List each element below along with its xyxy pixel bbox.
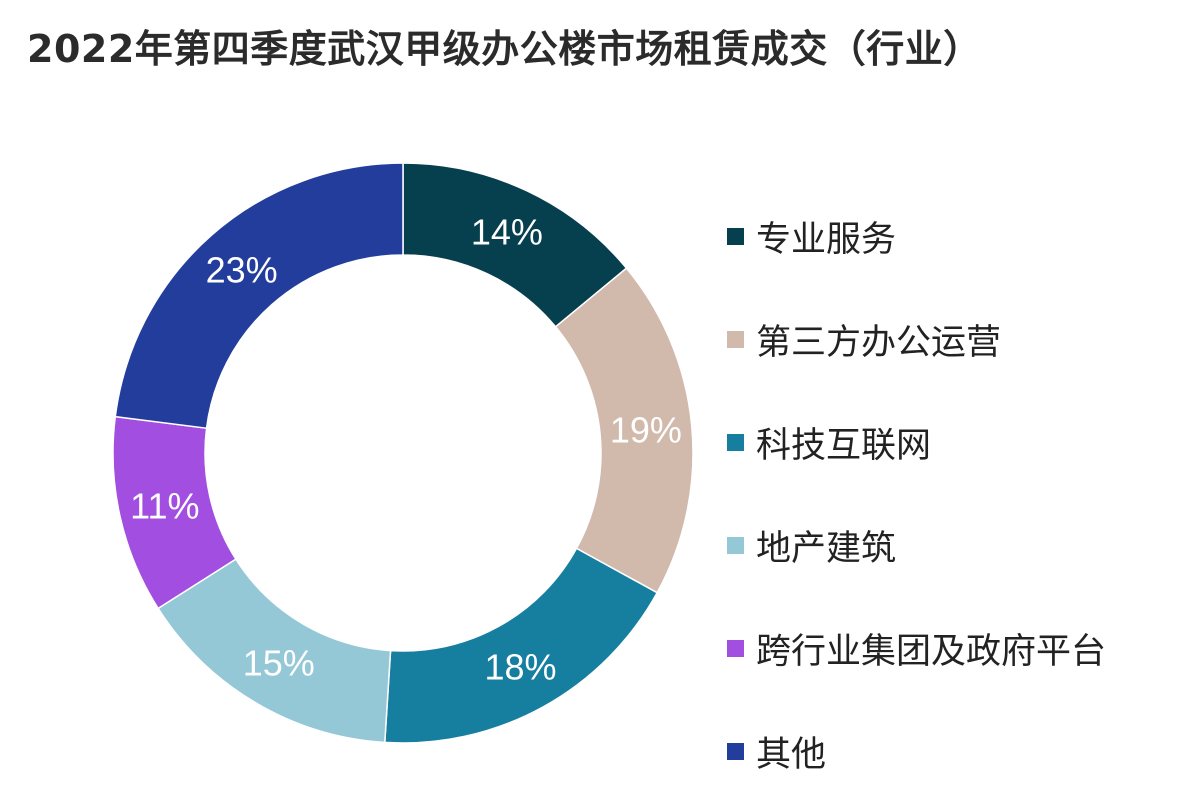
donut-slice-6 (114, 162, 404, 430)
slice-value-label: 11% (130, 486, 199, 527)
legend-label: 专业服务 (756, 220, 897, 260)
legend-item: 科技互联网 (727, 391, 1106, 494)
legend-label: 地产建筑 (756, 529, 897, 569)
legend-swatch (727, 743, 744, 760)
legend-item: 地产建筑 (727, 494, 1106, 597)
slice-value-label: 18% (485, 646, 557, 687)
legend: 专业服务第三方办公运营 科技互联网地产建筑跨行业集团及政府平台 其他 (727, 185, 1106, 803)
legend-swatch (727, 537, 744, 554)
legend-label: 科技互联网 (756, 426, 932, 466)
legend-label: 第三方办公运营 (756, 323, 1002, 363)
legend-label: 跨行业集团及政府平台 (756, 632, 1107, 672)
slice-value-label: 23% (206, 249, 278, 290)
legend-item: 专业服务 (727, 185, 1106, 288)
legend-swatch (727, 640, 744, 657)
legend-item: 跨行业集团及政府平台 (727, 597, 1106, 700)
donut-chart: 14% 19% 18% 15% 11% 23% (112, 162, 694, 744)
legend-swatch (727, 228, 744, 245)
slice-value-label: 19% (610, 410, 682, 451)
legend-swatch (727, 331, 744, 348)
slice-value-label: 14% (471, 212, 543, 253)
legend-item: 第三方办公运营 (727, 288, 1106, 391)
chart-title: 2022年第四季度武汉甲级办公楼市场租赁成交（行业） (27, 27, 982, 71)
legend-label: 其他 (756, 735, 827, 775)
legend-item: 其他 (727, 700, 1106, 803)
legend-swatch (727, 434, 744, 451)
slice-value-label: 15% (243, 643, 315, 684)
